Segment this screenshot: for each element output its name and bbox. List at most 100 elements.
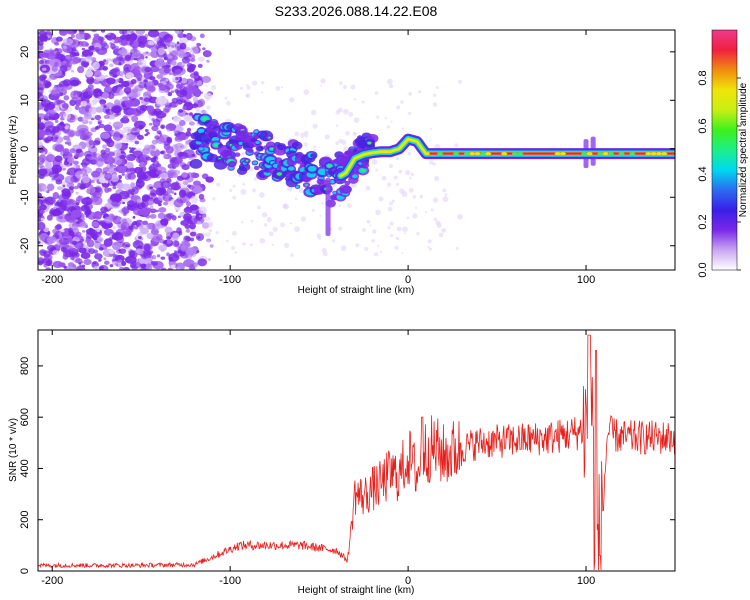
spectrogram-faint-blob xyxy=(206,97,210,101)
spectrogram-faint-blob xyxy=(316,233,321,238)
ridge-band-speckle xyxy=(655,152,662,156)
spectrogram-noise-blob xyxy=(125,72,135,79)
spectrogram-noise-blob xyxy=(72,101,76,105)
spectrogram-noise-blob xyxy=(152,108,162,116)
spectrogram-noise-blob xyxy=(197,63,203,68)
spectrogram-noise-blob xyxy=(188,121,195,126)
spectrogram-noise-blob xyxy=(104,74,108,78)
spectrogram-noise-blob xyxy=(92,61,100,70)
spectrogram-noise-blob xyxy=(190,57,196,62)
spectrogram-frame xyxy=(37,29,676,271)
ridge-blob xyxy=(247,148,254,153)
spectrogram-noise-blob xyxy=(109,63,114,68)
spectrogram-faint-blob xyxy=(259,238,266,244)
spectrogram-faint-blob xyxy=(361,100,365,104)
spectrogram-noise-blob xyxy=(157,47,165,56)
spectrogram-noise-blob xyxy=(103,216,114,224)
spectrogram-noise-blob xyxy=(122,31,125,34)
spectrogram-y-tick-label: -20 xyxy=(19,238,31,254)
spectrogram-noise-blob xyxy=(72,130,80,136)
spectrogram-noise-blob xyxy=(129,250,136,258)
spectrogram-noise-blob xyxy=(100,206,109,213)
spectrogram-noise-blob xyxy=(164,108,170,113)
ridge-band-speckle xyxy=(511,152,518,156)
spectrogram-noise-blob xyxy=(160,125,165,129)
spectrogram-noise-blob xyxy=(197,258,207,267)
ridge-band-speckle xyxy=(437,152,444,156)
spectrogram-noise-blob xyxy=(172,174,178,178)
spectrogram-noise-blob xyxy=(81,217,86,221)
spectrogram-noise-blob xyxy=(118,83,122,88)
spectrogram-noise-blob xyxy=(85,70,94,78)
spectrogram-faint-blob xyxy=(353,132,358,136)
spectrogram-noise-blob xyxy=(190,195,199,204)
spectrogram-noise-blob xyxy=(170,90,175,93)
spectrogram-faint-blob xyxy=(239,86,243,90)
spectrogram-noise-blob xyxy=(143,243,151,252)
spectrogram-noise-blob xyxy=(178,109,184,113)
spectrogram-y-tick-label: 0 xyxy=(19,146,31,152)
spectrogram-noise-blob xyxy=(163,201,169,206)
ridge-blob-core xyxy=(329,179,336,184)
spectrogram-noise-blob xyxy=(112,254,121,262)
spectrogram-noise-blob xyxy=(75,265,86,270)
spectrogram-noise-blob xyxy=(208,258,211,262)
spectrogram-faint-blob xyxy=(289,97,295,103)
spectrogram-noise-blob xyxy=(189,237,195,242)
spectrogram-noise-blob xyxy=(163,67,170,74)
spectrogram-faint-blob xyxy=(377,244,380,247)
spectrogram-noise-blob xyxy=(107,113,116,120)
spectrogram-noise-blob xyxy=(91,233,99,239)
spectrogram-noise-blob xyxy=(156,74,164,79)
ridge-blob-hot xyxy=(202,116,208,121)
spectrogram-noise-blob xyxy=(43,107,49,112)
spectrogram-noise-blob xyxy=(108,249,115,255)
spectrogram-noise-blob xyxy=(148,163,158,172)
spectrogram-noise-blob xyxy=(205,176,214,183)
spectrogram-noise-blob xyxy=(160,267,167,270)
spectrogram-noise-blob xyxy=(46,236,57,244)
spectrogram-noise-blob xyxy=(113,140,123,150)
spectrogram-noise-blob xyxy=(203,92,213,100)
spectrogram-noise-blob xyxy=(80,238,85,242)
spectrogram-faint-blob xyxy=(441,227,447,233)
spectrogram-faint-blob xyxy=(405,170,411,176)
spectrogram-noise-blob xyxy=(64,62,73,68)
spectrogram-noise-blob xyxy=(168,124,177,130)
spectrogram-noise-blob xyxy=(38,141,43,148)
snr-x-tick-label: 100 xyxy=(577,575,595,587)
spectrogram-noise-blob xyxy=(139,161,145,168)
spectrogram-faint-blob xyxy=(391,199,395,203)
spectrogram-faint-blob xyxy=(335,141,339,146)
spectrogram-noise-blob xyxy=(70,213,77,220)
spectrogram-noise-blob xyxy=(92,261,96,265)
spectrogram-noise-blob xyxy=(100,132,111,140)
spectrogram-noise-blob xyxy=(124,99,135,108)
spectrogram-noise-blob xyxy=(54,224,62,230)
spectrogram-noise-blob xyxy=(121,173,125,176)
spectrogram-noise-blob xyxy=(105,102,114,108)
ridge-band-speckle xyxy=(661,152,668,156)
spectrogram-noise-blob xyxy=(96,236,104,243)
spectrogram-noise-blob xyxy=(58,237,70,246)
spectrogram-noise-blob xyxy=(101,186,105,190)
spectrogram-faint-blob xyxy=(335,124,339,127)
spectrogram-noise-blob xyxy=(176,99,183,105)
spectrogram-noise-blob xyxy=(180,77,188,84)
spectrogram-faint-blob xyxy=(388,201,393,206)
spectrogram-noise-blob xyxy=(181,56,191,64)
spectrogram-noise-blob xyxy=(58,205,62,208)
spectrogram-noise-blob xyxy=(54,61,59,67)
spectrogram-noise-blob xyxy=(38,122,46,130)
snr-y-tick-label: 200 xyxy=(19,511,31,529)
spectrogram-noise-blob xyxy=(123,213,127,217)
spectrogram-noise-blob xyxy=(75,199,81,204)
spectrogram-noise-blob xyxy=(119,134,124,139)
spectrogram-noise-blob xyxy=(154,59,165,68)
spectrogram-faint-blob xyxy=(412,195,416,199)
spectrogram-noise-blob xyxy=(56,213,69,223)
spectrogram-noise-blob xyxy=(90,179,95,184)
spectrogram-faint-blob xyxy=(263,223,268,227)
spectrogram-noise-blob xyxy=(56,186,63,191)
spectrogram-noise-blob xyxy=(71,52,77,56)
